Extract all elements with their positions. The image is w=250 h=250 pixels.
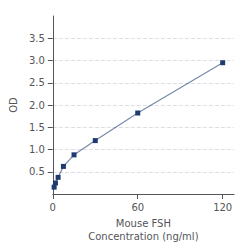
svg-text:3.5: 3.5 bbox=[29, 33, 45, 44]
svg-text:2.5: 2.5 bbox=[29, 77, 45, 88]
svg-text:60: 60 bbox=[131, 202, 144, 213]
svg-text:Mouse FSH: Mouse FSH bbox=[116, 218, 171, 229]
svg-text:OD: OD bbox=[8, 97, 19, 113]
svg-text:2.0: 2.0 bbox=[29, 100, 45, 111]
svg-text:1.0: 1.0 bbox=[29, 144, 45, 155]
svg-text:0.5: 0.5 bbox=[29, 166, 45, 177]
svg-text:Concentration (ng/ml): Concentration (ng/ml) bbox=[88, 231, 198, 242]
svg-text:120: 120 bbox=[213, 202, 232, 213]
svg-text:1.5: 1.5 bbox=[29, 122, 45, 133]
svg-text:0: 0 bbox=[50, 202, 56, 213]
svg-text:3.0: 3.0 bbox=[29, 55, 45, 66]
